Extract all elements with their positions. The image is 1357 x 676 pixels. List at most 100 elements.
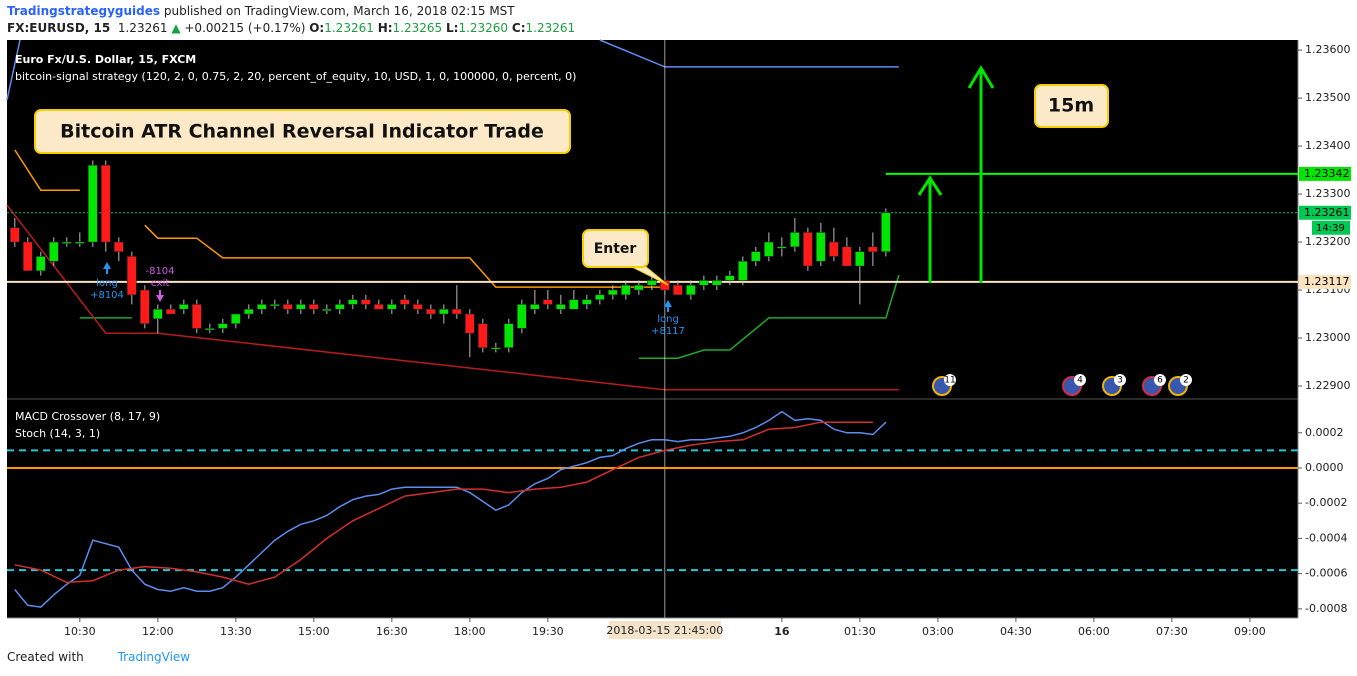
candle-body [725,275,735,281]
target-arrows [917,65,995,283]
candle-body [322,308,332,311]
candle-body [75,241,85,244]
candle-body [114,241,124,252]
signal-label: +8104 [90,290,124,301]
candle-body [140,289,150,324]
timeframe: 15m [1048,95,1094,117]
event-badge [1180,374,1192,386]
candle-body [569,299,579,310]
candle-body [335,304,345,310]
ohlc-value: 1.23261 [324,21,374,35]
candle-body [738,260,748,281]
headline: Bitcoin ATR Channel Reversal Indicator T… [60,121,544,143]
candle-body [62,241,72,244]
signal-label: long [657,314,679,325]
candle-body [374,304,384,310]
event-badge [1074,374,1086,386]
candle-body [166,308,176,315]
ohlc-label: L: [445,21,459,35]
candle-body [296,304,306,310]
chart: Euro Fx/U.S. Dollar, 15, FXCM bitcoin-sig… [6,39,1351,639]
x-tick-label: 04:30 [1000,625,1032,638]
candle-body [504,323,514,348]
headline-box [34,109,571,154]
candle-body [829,241,839,257]
ohlc-value: 1.23265 [392,21,443,35]
x-tick-label: 06:00 [1078,625,1110,638]
x-tick-label: 10:30 [64,625,96,638]
up-icon: ▲ [171,21,181,35]
y-tick-label: 0.0000 [1305,461,1344,474]
x-tick-label: 03:00 [922,625,954,638]
candle-body [309,304,319,310]
candle-body [205,328,215,331]
x-tick-label: 16:30 [376,625,408,638]
header: Tradingstrategyguides published on Tradi… [7,3,575,37]
y-tick-label: 1.23400 [1305,139,1351,152]
price-tag [1299,274,1351,289]
x-tick-label: 13:30 [220,625,252,638]
y-tick-label: 1.23000 [1305,331,1351,344]
candle-body [543,299,553,305]
price-tag-label: 1.23117 [1304,275,1350,288]
last: 1.23261 [117,21,168,35]
candle-body [881,212,891,252]
candle-body [348,299,358,305]
candle-body [49,241,59,262]
signal-arrows [103,262,672,312]
candle-body [127,256,137,296]
y-tick-label: -0.0004 [1305,531,1347,544]
x-tick-label: 19:30 [532,625,564,638]
x-tick-label: 09:00 [1234,625,1266,638]
candle-body [36,256,46,272]
pane-subtitle: Stoch (14, 3, 1) [15,427,100,440]
y-tick-label: 1.23500 [1305,91,1351,104]
signal-label: -8104 [145,266,174,277]
candle-body [790,232,800,248]
ohlc-label: H: [377,21,393,35]
candle-body [400,299,410,305]
candle-body [231,313,241,324]
candle-body [868,246,878,252]
candle-body [101,165,111,243]
event-count: 4 [1077,376,1083,386]
y-tick-label: -0.0002 [1305,496,1347,509]
y-tick-label: 1.23200 [1305,235,1351,248]
candle-body [88,165,98,243]
candle-body [387,304,397,310]
candle-body [621,284,631,296]
candle-body [712,280,722,286]
signal-label: long [96,278,118,289]
signal-label: exit [151,278,170,289]
candle-body [218,323,228,329]
symbol: FX:EURUSD, 15 [7,21,111,35]
crosshair-label: 2018-03-15 21:45:00 [606,624,723,637]
candle-body [777,246,787,249]
chart-subtitle: bitcoin-signal strategy (120, 2, 0, 0.75… [15,70,576,83]
footer-text: Created with [7,650,84,664]
candle-body [842,246,852,267]
candle-body [556,304,566,310]
candle-body [686,284,696,296]
candle-body [751,251,761,262]
price-tag [1299,205,1351,220]
candle-body [478,323,488,348]
event-count: 2 [1183,376,1189,386]
candle-body [283,304,293,310]
candle-body [413,304,423,310]
entry-label: Enter [594,241,637,257]
footer: Created with TradingView [7,650,190,664]
candle-body [660,280,670,291]
event-count: 3 [1117,376,1123,386]
brand[interactable]: TradingView [117,650,191,664]
countdown: 14:39 [1316,223,1345,234]
candle-body [803,232,813,267]
candle-body [244,308,254,315]
candle-body [608,289,618,296]
x-tick-label: 15:00 [298,625,330,638]
author[interactable]: Tradingstrategyguides [7,4,161,18]
candle-body [257,304,267,310]
candle-body [491,347,501,350]
candle-body [439,308,449,315]
